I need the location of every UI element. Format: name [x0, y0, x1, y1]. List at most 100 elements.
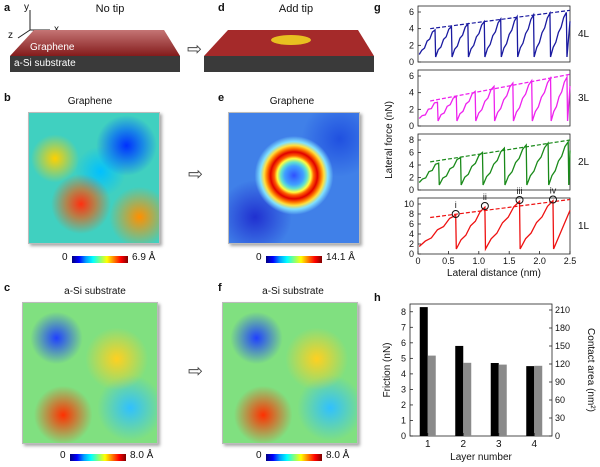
- y-tick-label-right: 180: [555, 323, 570, 333]
- cb-c-min: 0: [60, 450, 66, 461]
- panel-label-a: a: [4, 2, 11, 14]
- plot-frame: [409, 303, 553, 437]
- y-tick-label-left: 4: [401, 369, 406, 379]
- y-tick-label-right: 30: [555, 413, 565, 423]
- axis-x-label: x: [54, 24, 59, 35]
- colorbar-b: [72, 256, 128, 263]
- panel-label-f: f: [218, 282, 222, 294]
- y-tick-label: 2: [409, 104, 414, 114]
- y-tick-label: 0: [409, 185, 414, 195]
- friction-bar: [490, 363, 499, 436]
- y-tick-label-left: 1: [401, 415, 406, 425]
- contact-area-bar: [534, 365, 543, 436]
- cb-c-max: 8.0 Å: [130, 450, 154, 461]
- slab-no-tip: [10, 30, 180, 72]
- force-trace-4L: [418, 10, 571, 58]
- y-tick-label: 2: [409, 173, 414, 183]
- panel-f-title: a-Si substrate: [262, 286, 324, 297]
- y-tick-label-left: 3: [401, 384, 406, 394]
- graphene-height-map: [28, 112, 160, 244]
- x-tick-label: 0: [415, 256, 420, 266]
- panel-label-h: h: [374, 292, 381, 304]
- y-tick-label-right: 0: [555, 431, 560, 441]
- panel-label-c: c: [4, 282, 11, 294]
- y-tick-label: 0: [409, 57, 414, 67]
- y-tick-label: 2: [409, 40, 414, 50]
- cb-b-max: 6.9 Å: [132, 252, 156, 263]
- cb-f-max: 8.0 Å: [326, 450, 350, 461]
- substrate-height-map: [22, 302, 158, 444]
- y-tick-label-left: 6: [401, 338, 406, 348]
- force-trace-1L: [418, 199, 571, 252]
- y-tick-label-right: 60: [555, 395, 565, 405]
- panel-d-title: Add tip: [278, 3, 314, 15]
- peak-marker: [451, 210, 460, 218]
- arrow-icon: ⇨: [188, 164, 204, 184]
- panel-a-title: No tip: [95, 3, 125, 15]
- x-tick-label: 1: [425, 439, 431, 450]
- peak-marker-label: iv: [550, 186, 557, 196]
- slab-add-tip: [204, 30, 374, 72]
- subplot-frame: [417, 5, 571, 63]
- series-label-3L: 3L: [578, 93, 590, 104]
- envelope-line-1L: [430, 198, 571, 219]
- force-trace-3L: [418, 74, 571, 122]
- y-tick-label: 4: [409, 88, 414, 98]
- substrate-label: a-Si substrate: [14, 58, 76, 69]
- x-axis-label: Lateral distance (nm): [447, 268, 541, 279]
- panel-c-title: a-Si substrate: [64, 286, 126, 297]
- envelope-line-4L: [430, 9, 571, 30]
- y-tick-label-left: 2: [401, 400, 406, 410]
- panel-label-e: e: [218, 92, 225, 104]
- y-tick-label: 0: [409, 121, 414, 131]
- panel-label-g: g: [374, 2, 381, 14]
- y-tick-label-left: 7: [401, 322, 406, 332]
- y-tick-label-left: 0: [401, 431, 406, 441]
- x-tick-label: 2.5: [564, 256, 577, 266]
- x-tick-label: 0.5: [442, 256, 455, 266]
- cb-e-min: 0: [256, 252, 262, 263]
- y-tick-label: 4: [409, 229, 414, 239]
- panel-e-title: Graphene: [269, 96, 315, 107]
- y-tick-label-left: 8: [401, 307, 406, 317]
- envelope-line-3L: [430, 73, 571, 102]
- y-axis-label-right: Contact area (nm²): [585, 328, 596, 412]
- colorbar-e: [266, 256, 322, 263]
- friction-bar-chart: 0 1 2 3 4 5 6 7 8 0 30 60 90 120 150 180 210 1 2 3 4 Layer nu…: [382, 303, 596, 463]
- subplot-frame: [417, 69, 571, 127]
- graphene-tip-map: [228, 112, 360, 244]
- contact-area-bar: [463, 362, 472, 436]
- y-tick-label-right: 120: [555, 359, 570, 369]
- y-tick-label: 6: [409, 219, 414, 229]
- peak-marker-label: iii: [517, 186, 523, 196]
- axis-z-label: z: [8, 30, 13, 41]
- peak-marker-label: i: [455, 200, 457, 210]
- series-label-2L: 2L: [578, 157, 590, 168]
- colorbar-f: [266, 454, 322, 461]
- y-tick-label: 6: [409, 71, 414, 81]
- peak-marker: [480, 202, 489, 210]
- peak-marker: [515, 196, 524, 204]
- cb-b-min: 0: [62, 252, 68, 263]
- y-tick-label: 10: [404, 199, 414, 209]
- y-tick-label: 8: [409, 135, 414, 145]
- series-label-4L: 4L: [578, 29, 590, 40]
- y-tick-label: 4: [409, 160, 414, 170]
- panel-label-d: d: [218, 2, 225, 14]
- friction-bar: [419, 307, 428, 436]
- arrow-icon: ⇨: [187, 39, 203, 59]
- contact-area-bar: [498, 364, 507, 436]
- friction-bar: [455, 345, 464, 436]
- y-axis-label: Lateral force (nN): [384, 101, 395, 179]
- graphene-label: Graphene: [30, 42, 75, 53]
- peak-marker: [548, 195, 557, 204]
- x-tick-label: 3: [496, 439, 502, 450]
- x-tick-label: 1.5: [503, 256, 516, 266]
- contact-area-bar: [427, 355, 436, 436]
- friction-bar: [526, 366, 535, 436]
- axis-y-label: y: [24, 2, 29, 13]
- x-tick-label: 2: [460, 439, 466, 450]
- force-trace-2L: [418, 139, 571, 186]
- y-tick-label: 2: [409, 239, 414, 249]
